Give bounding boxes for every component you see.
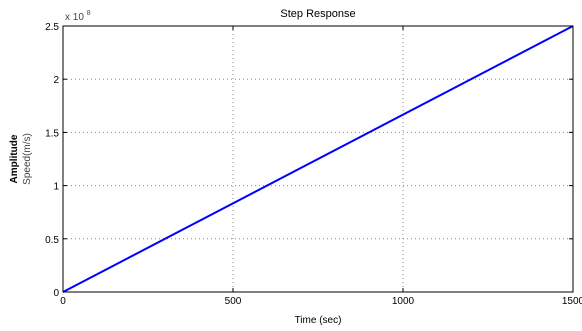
y-tick-label: 2.5 [45, 22, 59, 33]
axis-tick-labels: 0 500 1000 1500 0 0.5 1 1.5 2 2.5 [45, 22, 582, 307]
x-tick-label: 0 [60, 296, 66, 307]
axis-ticks [62, 25, 574, 293]
plot-frame [62, 25, 574, 293]
chart-title: Step Response [280, 8, 355, 20]
y-tick-label: 0.5 [45, 235, 59, 246]
y-axis-multiplier-base: x 10 [65, 12, 84, 23]
series-layer [62, 25, 574, 293]
series-line-0 [62, 25, 574, 293]
x-axis-label: Time (sec) [295, 315, 342, 326]
y-tick-label: 1 [53, 182, 59, 193]
x-tick-label: 500 [225, 296, 242, 307]
y-tick-label: 1.5 [45, 128, 59, 139]
y-tick-label: 0 [53, 288, 59, 299]
y-axis-sublabel: Speed(m/s) [22, 133, 33, 185]
y-tick-label: 2 [53, 75, 59, 86]
x-tick-label: 1000 [392, 296, 415, 307]
x-tick-label: 1500 [562, 296, 582, 307]
y-axis-label: Amplitude [9, 134, 20, 183]
grid-lines [63, 26, 573, 292]
y-axis-multiplier: x 10 8 [65, 10, 91, 23]
y-axis-multiplier-exponent: 8 [87, 10, 91, 17]
